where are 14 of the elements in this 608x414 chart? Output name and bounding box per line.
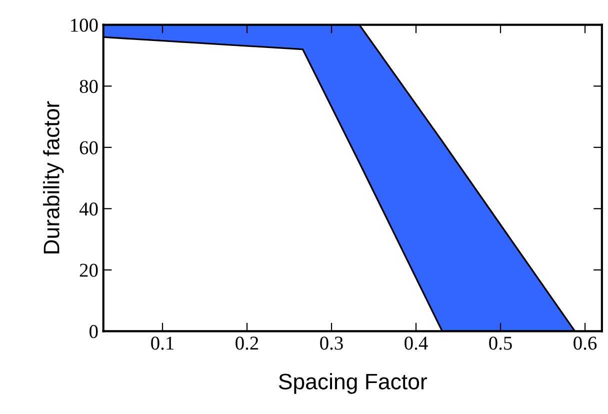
y-tick-label: 20: [80, 264, 98, 277]
x-tick-label: 0.3: [320, 336, 343, 350]
y-tick-label: 60: [80, 141, 98, 154]
x-tick-label: 0.2: [236, 336, 258, 350]
x-tick-label: 0.5: [489, 336, 512, 350]
y-tick-label: 100: [71, 18, 98, 32]
x-tick-label: 0.1: [151, 336, 174, 350]
x-tick-label: 0.6: [574, 336, 597, 350]
y-axis-title: Durability factor: [43, 101, 64, 254]
x-axis-title: Spacing Factor: [278, 373, 428, 394]
y-tick-label: 80: [80, 80, 98, 94]
y-tick-label: 40: [79, 202, 98, 216]
x-tick-label: 0.4: [404, 336, 428, 350]
y-tick-label: 0: [90, 325, 98, 338]
